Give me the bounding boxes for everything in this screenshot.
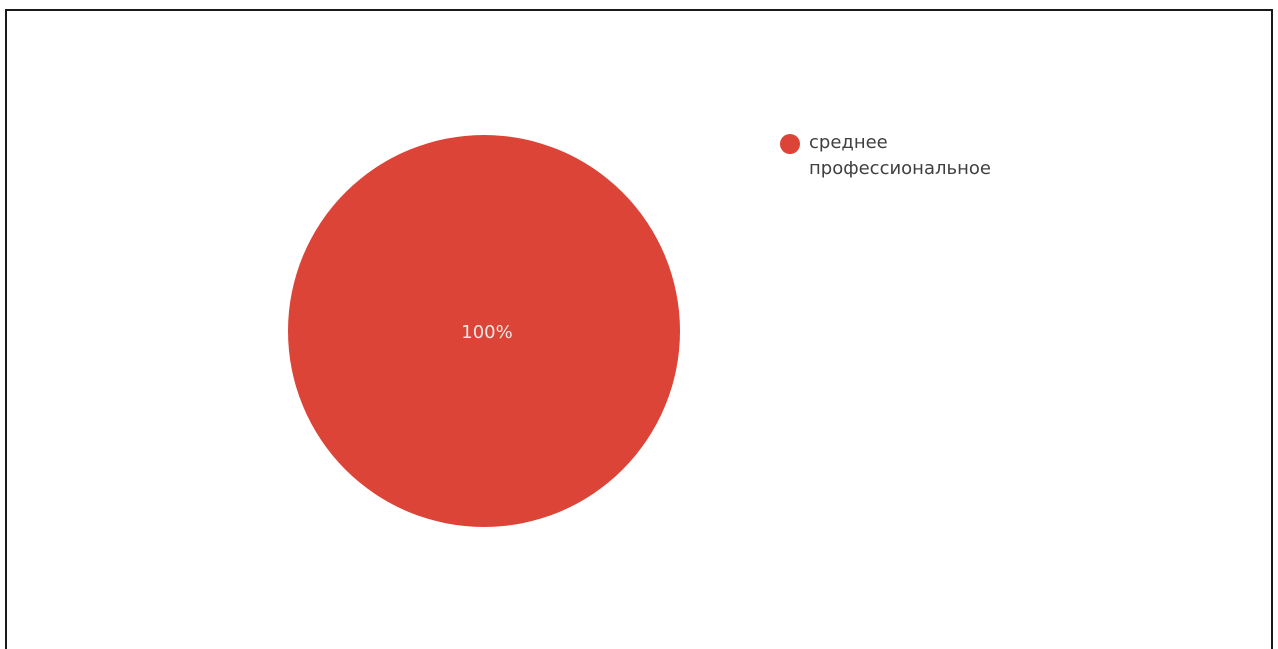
- chart-frame: [5, 9, 1273, 649]
- pie-slices: [288, 135, 680, 527]
- legend-swatch: [780, 134, 800, 154]
- legend: среднее профессиональное: [780, 132, 1039, 182]
- slice-data-label: 100%: [461, 322, 512, 343]
- legend-label: среднее профессиональное: [809, 132, 991, 179]
- pie-slice-0: [288, 135, 680, 527]
